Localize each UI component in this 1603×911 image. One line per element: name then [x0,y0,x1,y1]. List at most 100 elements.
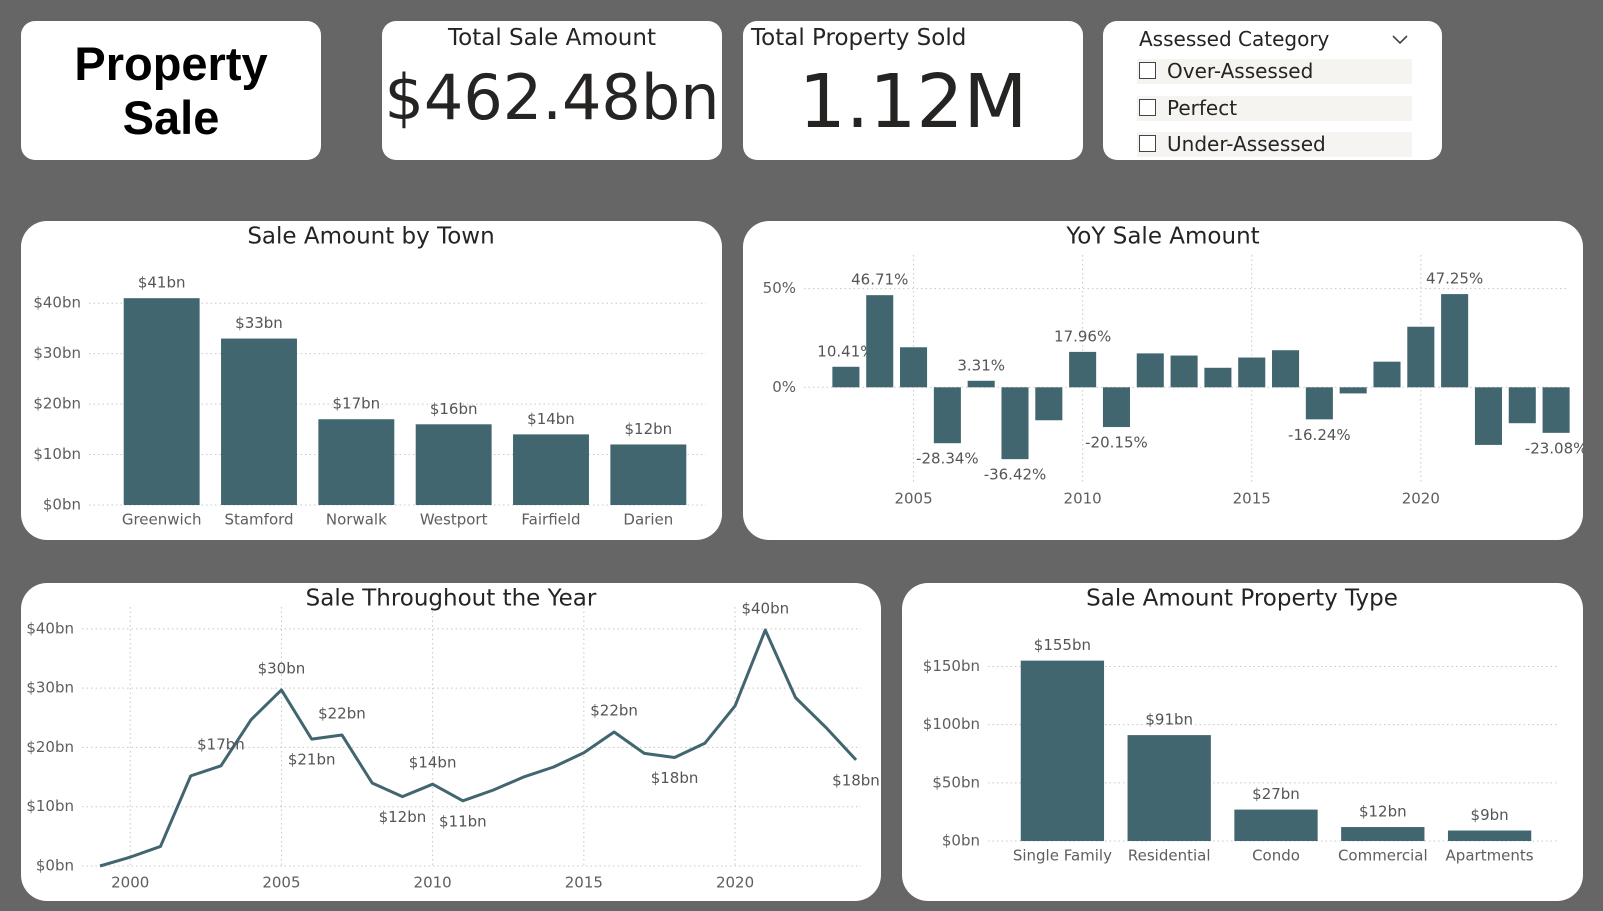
data-label: $9bn [1471,806,1509,824]
data-label: -36.42% [984,466,1047,484]
x-tick-label: Single Family [1013,847,1112,865]
bar [933,387,961,444]
data-label: $22bn [590,702,638,720]
y-tick-label: $20bn [26,738,74,756]
bar [1305,387,1333,420]
chart-title: Sale Amount by Town [247,224,494,250]
dropdown-chevron[interactable] [1391,33,1409,45]
y-tick-label: $40bn [33,294,81,312]
bar [900,347,928,388]
chart-title: Sale Throughout the Year [306,586,597,612]
x-tick-label: 2010 [414,874,452,892]
checkbox[interactable] [1139,135,1156,152]
bar [1204,367,1232,388]
y-tick-label: $0bn [36,857,74,875]
data-label: -28.34% [916,450,979,468]
chart: YoY Sale Amount 0% 50% 2005 2010 2015 2020 10.… [763,224,1583,508]
option-label: Under-Assessed [1167,132,1326,156]
data-label: $11bn [439,812,487,830]
data-label: 10.41% [817,342,874,360]
data-label: $12bn [624,420,672,438]
bar [221,338,297,505]
checkbox[interactable] [1139,62,1156,79]
slicer-option[interactable]: Perfect [1137,96,1412,121]
data-label: $12bn [379,808,427,826]
kpi-value: 1.12M [798,59,1028,145]
bar [415,424,492,505]
y-tick-label: $40bn [26,619,74,637]
slicer: Assessed Category Over-Assessed Perfect … [1103,21,1442,160]
chart-title: Sale Amount Property Type [1086,586,1398,612]
bar [1474,387,1502,445]
x-tick-label: Residential [1128,847,1211,865]
bar [610,444,687,505]
bar [1170,355,1198,388]
kpi-card: Total Sale Amount $462.48bn [382,21,722,160]
bar [1339,387,1367,394]
slicer-option[interactable]: Over-Assessed [1137,59,1412,84]
bar [1035,387,1063,421]
data-label: 3.31% [957,356,1005,374]
option-label: Perfect [1167,96,1238,120]
data-label: $18bn [651,769,699,787]
x-tick-label: 2020 [1402,490,1440,508]
data-label: $14bn [527,410,575,428]
y-tick-label: 50% [763,279,796,297]
data-label: $91bn [1145,711,1193,729]
bar [832,366,860,388]
chart-panel: YoY Sale Amount 0% 50% 2005 2010 2015 2020 10.… [743,221,1583,540]
bar [1272,350,1300,388]
x-tick-label: Stamford [224,511,293,529]
bar [318,419,395,505]
bar [1069,351,1097,388]
bar [1341,827,1425,841]
y-tick-label: $0bn [942,832,980,850]
x-tick-label: 2015 [1233,490,1271,508]
x-tick-label: Greenwich [122,511,202,529]
chart-panel: Sale Amount by Town $0bn $10bn $20bn $30bn $… [21,221,722,540]
x-tick-label: Norwalk [326,511,387,529]
y-tick-label: $150bn [923,657,980,675]
bar [1238,357,1266,388]
data-label: $27bn [1252,785,1300,803]
bar [123,298,200,505]
y-tick-label: $10bn [33,445,81,463]
bar [1373,361,1401,388]
kpi-value: $462.48bn [384,61,720,134]
data-label: $41bn [138,274,186,292]
data-label: $22bn [318,704,366,722]
bar [1441,294,1469,388]
data-label: $21bn [288,751,336,769]
x-tick-label: 2000 [111,874,149,892]
x-tick-label: 2020 [716,874,754,892]
y-tick-label: $30bn [33,344,81,362]
option-label: Over-Assessed [1167,59,1314,83]
data-label: $16bn [430,400,478,418]
data-label: $12bn [1359,803,1407,821]
x-tick-label: Condo [1252,847,1300,865]
data-label: $30bn [258,659,306,677]
data-label: $40bn [741,600,789,618]
data-label: -20.15% [1085,434,1148,452]
chart-panel: Sale Amount Property Type $0bn $50bn $100b… [902,583,1583,901]
data-label: $155bn [1034,636,1091,654]
bar [1001,387,1029,460]
dashboard-title: Property Sale [74,36,268,144]
bar [1407,326,1435,388]
data-label: $18bn [832,771,880,789]
y-tick-label: $0bn [43,496,81,514]
x-tick-label: Westport [420,511,488,529]
data-label: -23.08% [1525,439,1583,457]
slicer-option[interactable]: Under-Assessed [1137,132,1412,157]
title-card: Property Sale [21,21,321,160]
data-label: 46.71% [851,271,908,289]
y-tick-label: $20bn [33,395,81,413]
data-label: 47.25% [1426,270,1483,288]
bar [1508,387,1536,424]
bar [1136,353,1164,388]
y-tick-label: $100bn [923,715,980,733]
x-tick-label: 2010 [1064,490,1102,508]
checkbox[interactable] [1139,99,1156,116]
data-label: $17bn [332,395,380,413]
chart: Sale Amount Property Type $0bn $50bn $100b… [923,586,1557,865]
